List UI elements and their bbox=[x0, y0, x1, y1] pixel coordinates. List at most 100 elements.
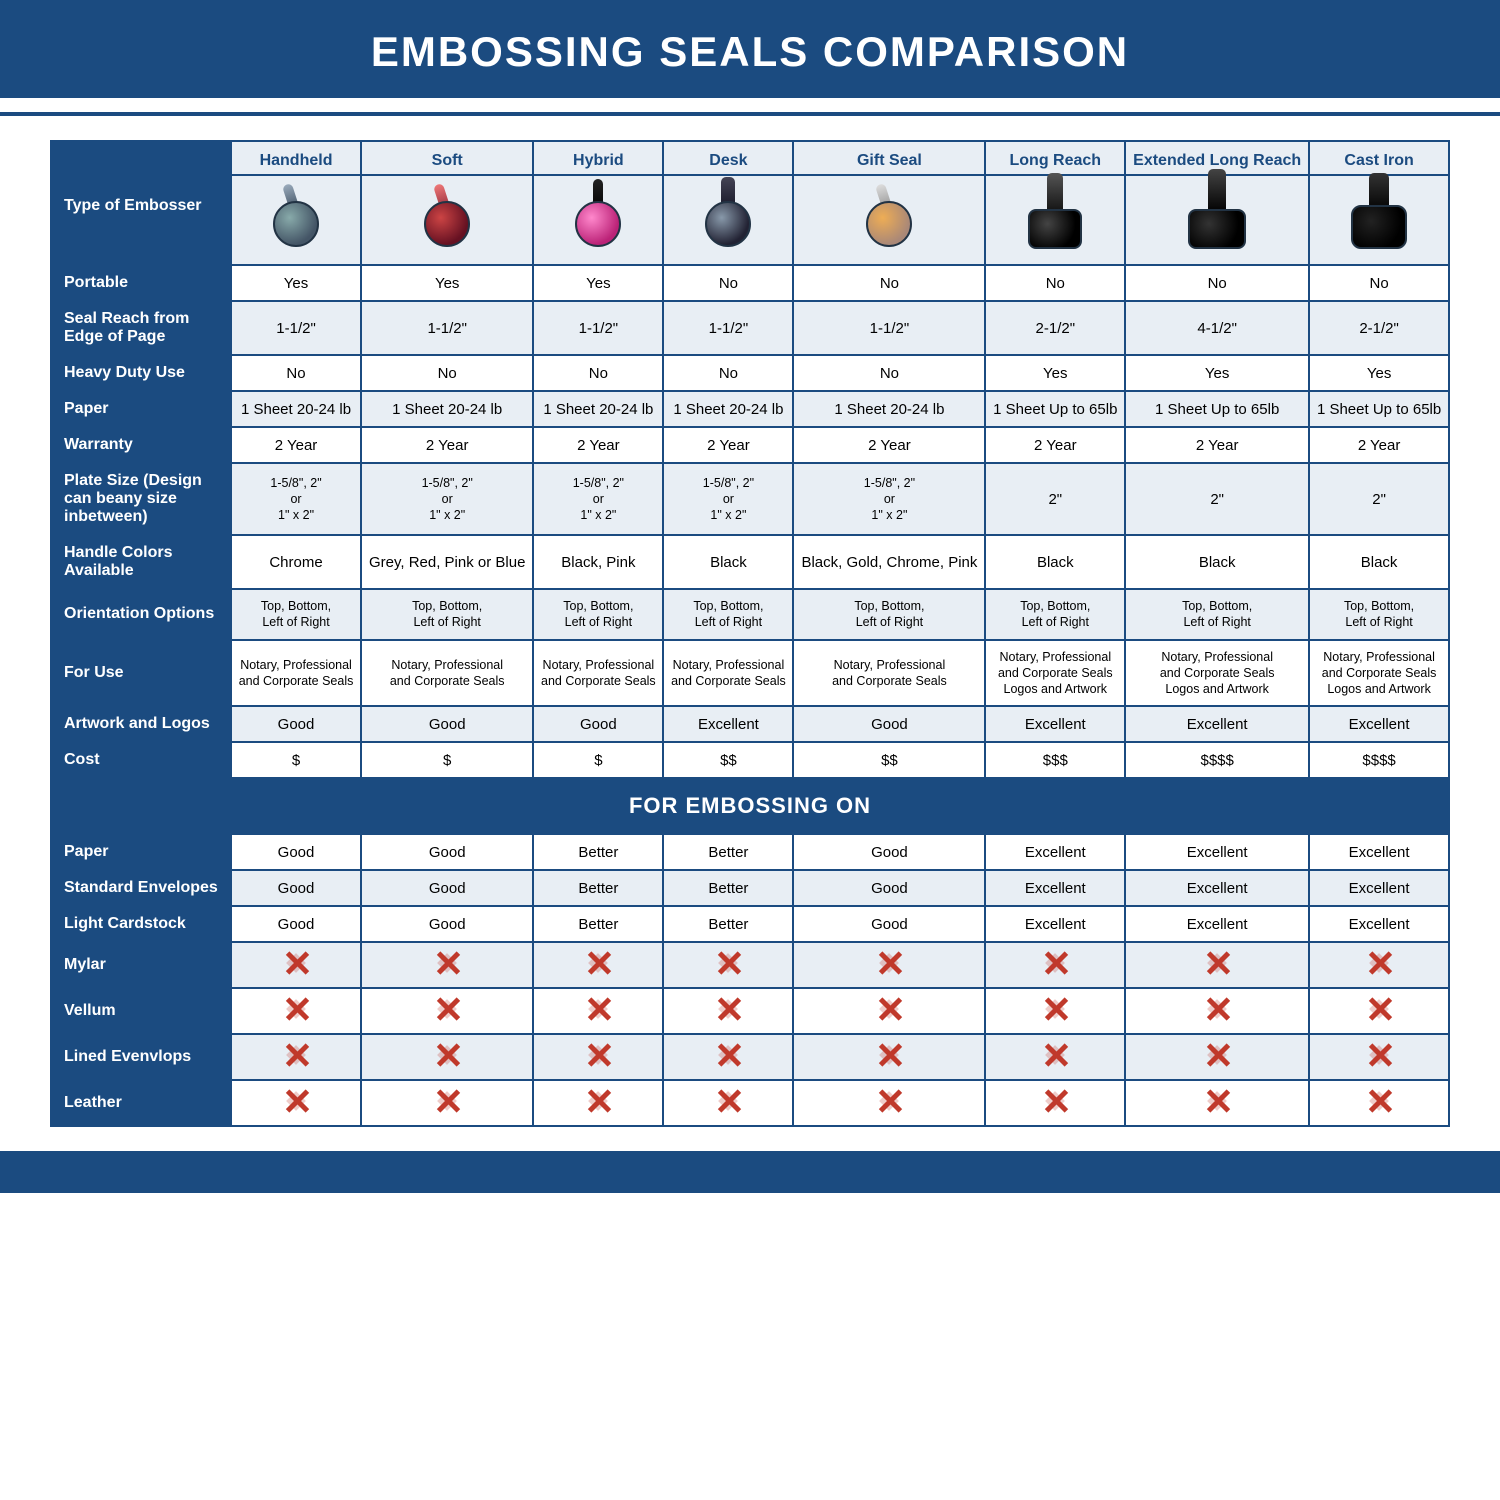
cell: Excellent bbox=[1309, 870, 1449, 906]
not-supported-icon bbox=[1205, 951, 1229, 975]
cell: $ bbox=[533, 742, 663, 778]
cell: Notary, Professionaland Corporate SealsL… bbox=[985, 640, 1125, 707]
row-label: Mylar bbox=[51, 942, 231, 988]
row-label: Lined Evenvlops bbox=[51, 1034, 231, 1080]
row-label: Warranty bbox=[51, 427, 231, 463]
cell: 2" bbox=[985, 463, 1125, 535]
cell bbox=[663, 942, 793, 988]
cell: 1-1/2" bbox=[533, 301, 663, 355]
cell: 1-5/8", 2"or1" x 2" bbox=[663, 463, 793, 535]
row-label: Vellum bbox=[51, 988, 231, 1034]
cell: No bbox=[793, 265, 985, 301]
cell: Top, Bottom,Left of Right bbox=[1125, 589, 1309, 640]
embosser-image-ext bbox=[1125, 175, 1309, 265]
footer-band bbox=[0, 1151, 1500, 1193]
cell: Top, Bottom,Left of Right bbox=[985, 589, 1125, 640]
cell: Grey, Red, Pink or Blue bbox=[361, 535, 533, 589]
cell bbox=[1309, 1034, 1449, 1080]
cell: Good bbox=[361, 834, 533, 870]
embosser-image-gift bbox=[793, 175, 985, 265]
embosser-image-soft bbox=[361, 175, 533, 265]
col-header-cast: Cast Iron bbox=[1309, 141, 1449, 175]
cell: Good bbox=[793, 834, 985, 870]
cell: $$$ bbox=[985, 742, 1125, 778]
page-title-band: EMBOSSING SEALS COMPARISON bbox=[0, 0, 1500, 98]
cell: Excellent bbox=[663, 706, 793, 742]
cell bbox=[1125, 988, 1309, 1034]
cell: Top, Bottom,Left of Right bbox=[663, 589, 793, 640]
embosser-icon bbox=[563, 183, 633, 253]
cell: Black bbox=[985, 535, 1125, 589]
cell: Good bbox=[361, 870, 533, 906]
cell: No bbox=[1309, 265, 1449, 301]
embosser-image-handheld bbox=[231, 175, 361, 265]
cell: 1 Sheet 20-24 lb bbox=[231, 391, 361, 427]
cell: Notary, Professionaland Corporate Seals bbox=[793, 640, 985, 707]
cell: Better bbox=[533, 834, 663, 870]
cell: Excellent bbox=[1309, 906, 1449, 942]
cell: 1-1/2" bbox=[663, 301, 793, 355]
cell: 2 Year bbox=[663, 427, 793, 463]
not-supported-icon bbox=[435, 997, 459, 1021]
cell: Top, Bottom,Left of Right bbox=[793, 589, 985, 640]
type-of-embosser-label: Type of Embosser bbox=[51, 141, 231, 265]
row-label: Cost bbox=[51, 742, 231, 778]
row-label: Plate Size (Design can beany size inbetw… bbox=[51, 463, 231, 535]
cell: Black bbox=[1125, 535, 1309, 589]
not-supported-icon bbox=[877, 1043, 901, 1067]
row-label: Orientation Options bbox=[51, 589, 231, 640]
cell: 1 Sheet 20-24 lb bbox=[793, 391, 985, 427]
not-supported-icon bbox=[1367, 997, 1391, 1021]
cell bbox=[985, 942, 1125, 988]
cell: Black bbox=[663, 535, 793, 589]
cell bbox=[361, 942, 533, 988]
not-supported-icon bbox=[284, 1089, 308, 1113]
not-supported-icon bbox=[435, 951, 459, 975]
not-supported-icon bbox=[716, 951, 740, 975]
cell: $$ bbox=[793, 742, 985, 778]
cell bbox=[663, 1034, 793, 1080]
cell: Good bbox=[361, 906, 533, 942]
col-header-gift: Gift Seal bbox=[793, 141, 985, 175]
cell bbox=[1125, 1034, 1309, 1080]
cell bbox=[231, 1034, 361, 1080]
cell: 2 Year bbox=[231, 427, 361, 463]
not-supported-icon bbox=[284, 1043, 308, 1067]
not-supported-icon bbox=[877, 997, 901, 1021]
cell: $$$$ bbox=[1125, 742, 1309, 778]
cell bbox=[663, 1080, 793, 1126]
cell: 1-5/8", 2"or1" x 2" bbox=[231, 463, 361, 535]
cell: 2 Year bbox=[1309, 427, 1449, 463]
cell bbox=[361, 1080, 533, 1126]
cell: 2 Year bbox=[985, 427, 1125, 463]
cell: Good bbox=[793, 906, 985, 942]
cell: Top, Bottom,Left of Right bbox=[533, 589, 663, 640]
cell: $ bbox=[231, 742, 361, 778]
cell bbox=[793, 1080, 985, 1126]
not-supported-icon bbox=[716, 997, 740, 1021]
cell: Yes bbox=[985, 355, 1125, 391]
not-supported-icon bbox=[284, 951, 308, 975]
row-label: Paper bbox=[51, 834, 231, 870]
cell: Notary, Professionaland Corporate SealsL… bbox=[1125, 640, 1309, 707]
cell: Yes bbox=[231, 265, 361, 301]
not-supported-icon bbox=[1205, 997, 1229, 1021]
cell bbox=[985, 1034, 1125, 1080]
cell: Excellent bbox=[985, 706, 1125, 742]
cell: 2" bbox=[1125, 463, 1309, 535]
cell: Yes bbox=[361, 265, 533, 301]
cell: 1 Sheet Up to 65lb bbox=[1309, 391, 1449, 427]
cell: Notary, Professionaland Corporate Seals bbox=[361, 640, 533, 707]
not-supported-icon bbox=[1043, 1043, 1067, 1067]
cell: 1-5/8", 2"or1" x 2" bbox=[793, 463, 985, 535]
embosser-icon bbox=[261, 183, 331, 253]
cell: Excellent bbox=[1125, 706, 1309, 742]
not-supported-icon bbox=[435, 1043, 459, 1067]
cell bbox=[793, 942, 985, 988]
cell bbox=[793, 988, 985, 1034]
cell bbox=[231, 942, 361, 988]
cell: Excellent bbox=[1309, 834, 1449, 870]
cell bbox=[985, 988, 1125, 1034]
cell: Black, Gold, Chrome, Pink bbox=[793, 535, 985, 589]
not-supported-icon bbox=[1205, 1043, 1229, 1067]
